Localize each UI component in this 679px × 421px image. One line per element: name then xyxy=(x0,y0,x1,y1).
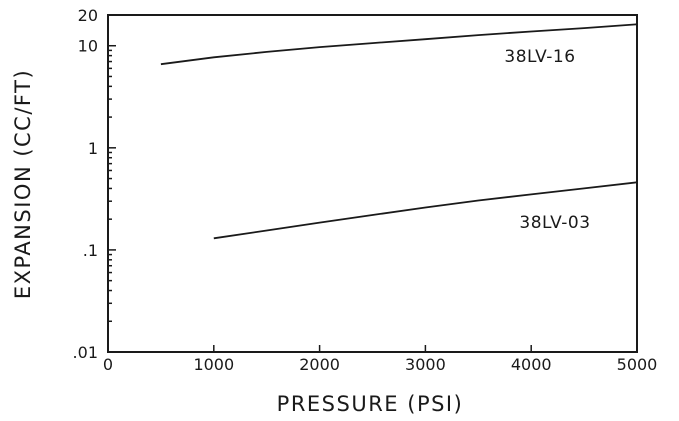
x-axis-title: PRESSURE (PSI) xyxy=(277,392,464,416)
series-line-38lv-03 xyxy=(213,181,638,240)
y-tick-label: 10 xyxy=(78,37,98,56)
x-tick-label: 1000 xyxy=(193,355,234,374)
y-tick-label: .1 xyxy=(83,241,98,260)
series-label: 38LV-16 xyxy=(504,47,575,67)
series-label: 38LV-03 xyxy=(519,213,590,233)
y-tick-label: 20 xyxy=(78,6,98,25)
x-tick-label: 0 xyxy=(103,355,113,374)
x-tick-label: 4000 xyxy=(511,355,552,374)
x-tick-label: 2000 xyxy=(299,355,340,374)
y-tick-label: 1 xyxy=(88,139,98,158)
plot-frame xyxy=(107,14,638,353)
series-group: 38LV-16 38LV-03 xyxy=(160,23,638,240)
x-tick-label: 3000 xyxy=(405,355,446,374)
x-tick-label: 5000 xyxy=(617,355,658,374)
y-axis-title: EXPANSION (CC/FT) xyxy=(11,69,35,299)
y-axis-ticks: .01 .1 1 10 20 xyxy=(73,6,116,362)
axes xyxy=(107,14,638,353)
y-tick-label: .01 xyxy=(73,343,98,362)
x-axis-ticks: 0 1000 2000 3000 4000 5000 xyxy=(103,345,657,374)
series-line-38lv-16 xyxy=(160,23,638,66)
